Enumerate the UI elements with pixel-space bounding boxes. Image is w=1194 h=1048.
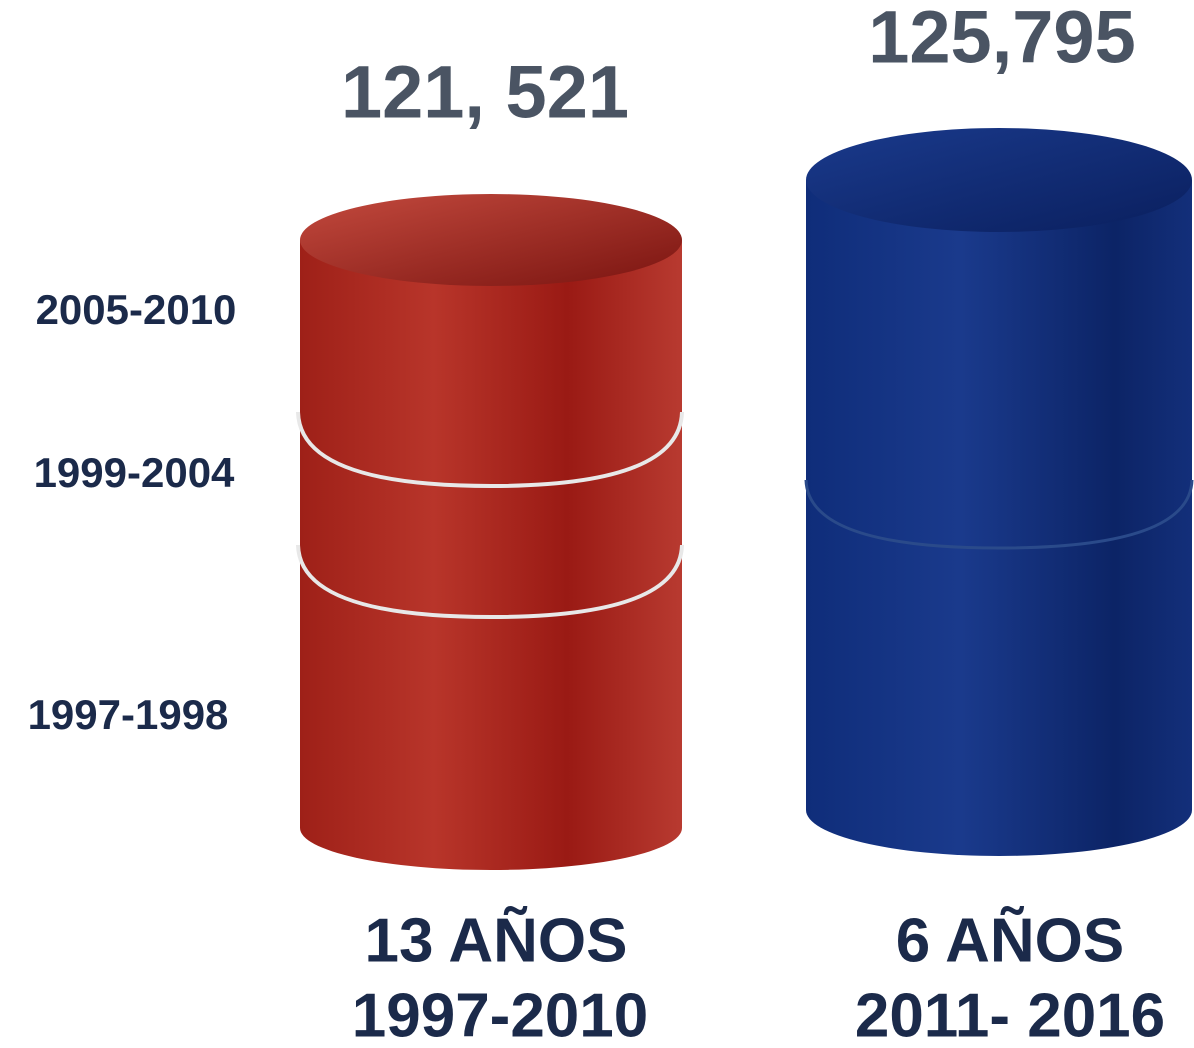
segment-label: 1997-1998: [28, 691, 229, 738]
segment-label: 1999-2004: [34, 449, 235, 496]
blue-cylinder: [804, 128, 1194, 856]
segment-ring: [296, 544, 684, 620]
segment-ring: [296, 411, 684, 489]
caption: 1997-2010: [352, 981, 649, 1048]
segment-seam: [804, 479, 1194, 550]
red-cylinder: [296, 194, 684, 870]
caption: 6 AÑOS: [896, 906, 1125, 975]
total-label: 121, 521: [341, 51, 629, 134]
total-label: 125,795: [868, 0, 1136, 79]
caption: 2011- 2016: [855, 981, 1165, 1048]
caption: 13 AÑOS: [364, 906, 627, 975]
segment-label: 2005-2010: [36, 286, 237, 333]
